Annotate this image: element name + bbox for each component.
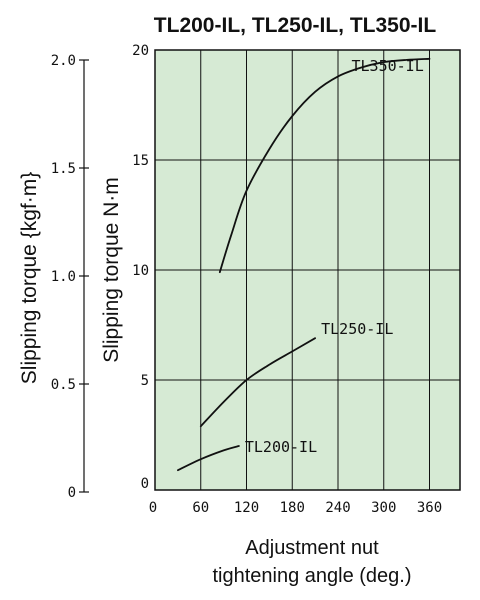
series-line-tl350-il — [218, 57, 431, 274]
plot-frame — [154, 49, 461, 491]
x-tick-label-60: 60 — [192, 500, 209, 516]
secondary-y-axis-title: Slipping torque {kgf·m} — [18, 172, 41, 384]
y-tick-label-15: 15 — [132, 153, 149, 169]
x-axis-title-line-1: Adjustment nut — [245, 537, 379, 559]
x-tick-label-120: 120 — [234, 500, 259, 516]
y-tick-label-10: 10 — [132, 263, 149, 279]
y-axis-title: Slipping torque N·m — [100, 177, 123, 363]
x-tick-label-300: 300 — [371, 500, 396, 516]
x-tick-label-240: 240 — [325, 500, 350, 516]
secondary-y-tick-label-0: 0 — [68, 485, 76, 501]
x-tick-label-360: 360 — [417, 500, 442, 516]
x-tick-label-0: 0 — [149, 500, 157, 516]
secondary-y-tick-label-0.5: 0.5 — [51, 377, 76, 393]
x-tick-label-180: 180 — [280, 500, 305, 516]
y-tick-label-5: 5 — [141, 373, 149, 389]
series-layer: TL200-IL TL250-IL TL350-IL — [177, 57, 431, 472]
secondary-y-axis: 0 0.5 1.0 1.5 2.0 — [51, 53, 89, 501]
secondary-y-tick-label-2.0: 2.0 — [51, 53, 76, 69]
y-axis-ticks: 0 5 10 15 20 — [132, 43, 149, 492]
y-tick-label-20: 20 — [132, 43, 149, 59]
series-line-tl250-il — [199, 337, 316, 428]
grid-lines — [155, 50, 460, 490]
series-label-tl250-il: TL250-IL — [321, 320, 393, 338]
chart-title: TL200-IL, TL250-IL, TL350-IL — [154, 14, 437, 37]
secondary-y-tick-label-1.0: 1.0 — [51, 269, 76, 285]
secondary-y-tick-label-1.5: 1.5 — [51, 161, 76, 177]
series-label-tl350-il: TL350-IL — [352, 57, 424, 75]
series-label-tl200-il: TL200-IL — [245, 438, 317, 456]
x-axis-ticks: 0 60 120 180 240 300 360 — [149, 500, 442, 516]
y-tick-label-0: 0 — [141, 476, 149, 492]
x-axis-title-line-2: tightening angle (deg.) — [212, 565, 411, 587]
series-line-tl200-il — [177, 445, 240, 472]
